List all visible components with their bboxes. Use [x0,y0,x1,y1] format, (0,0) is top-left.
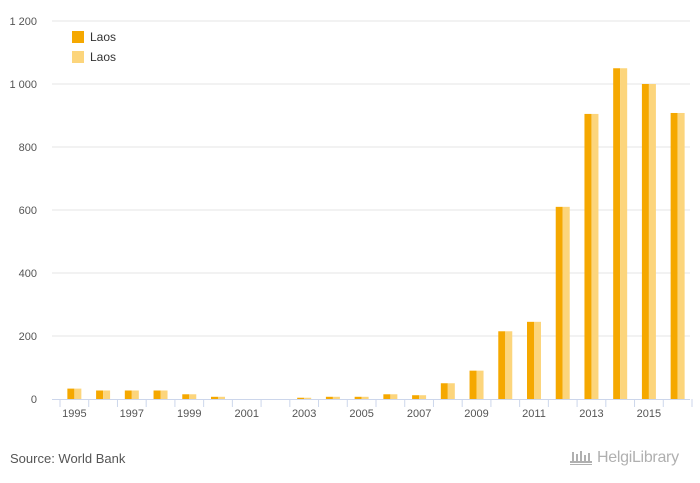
bar-1-1998[interactable] [153,390,161,399]
bar-2-2006[interactable] [390,394,398,399]
x-tick-label: 2011 [522,408,546,420]
x-tick-label: 1997 [120,408,144,420]
bar-2-2005[interactable] [361,396,369,399]
bar-2-2014[interactable] [620,68,628,399]
bar-2-2015[interactable] [648,84,656,399]
bars [67,68,685,400]
bar-2-1999[interactable] [189,394,197,399]
bar-2-2000[interactable] [218,396,225,399]
x-tick-label: 2001 [234,408,258,420]
x-axis: 1995 1997 1999 2001 2003 2005 2007 2009 2011 2013… [52,399,693,420]
x-tick-label: 2013 [579,408,603,420]
helgi-library-logo[interactable]: HelgiLibrary [569,449,679,467]
y-tick-label: 800 [19,142,37,154]
bar-1-2000[interactable] [211,396,218,399]
bar-1-1996[interactable] [96,390,104,399]
bar-1-1999[interactable] [182,394,190,399]
bar-1-2005[interactable] [354,396,362,399]
bar-2-1997[interactable] [131,390,139,399]
legend-label-2: Laos [90,50,117,64]
bar-1-2004[interactable] [325,396,333,399]
bar-2-2009[interactable] [476,370,484,399]
legend: Laos Laos [72,27,116,67]
bar-1-2010[interactable] [498,331,506,399]
x-tick-label: 2005 [349,408,373,420]
bar-2-1996[interactable] [103,390,111,399]
bar-1-2014[interactable] [613,68,621,399]
x-tick-label: 2009 [464,408,488,420]
bar-2-2016[interactable] [677,112,685,399]
bar-1-2009[interactable] [469,370,477,399]
y-tick-label: 0 [31,394,37,406]
bar-2-1995[interactable] [74,388,82,399]
y-axis: 0 200 400 600 800 1 000 1 200 [9,16,37,406]
bar-1-2003[interactable] [297,397,305,399]
legend-item-2[interactable]: Laos [72,47,116,67]
bar-1-1997[interactable] [124,390,132,399]
grid-lines [52,20,690,337]
x-tick-label: 1995 [62,408,86,420]
bar-2-2003[interactable] [304,397,312,399]
bar-1-2007[interactable] [412,395,420,399]
bar-1-2012[interactable] [555,206,563,399]
bar-1-1995[interactable] [67,388,75,399]
bar-1-2006[interactable] [383,394,391,399]
x-tick-label: 1999 [177,408,201,420]
bar-2-2007[interactable] [419,395,427,399]
library-logo-icon [570,451,592,465]
bar-2-1998[interactable] [160,390,168,399]
legend-swatch-2 [72,51,84,63]
bar-2-2010[interactable] [505,331,513,399]
bar-2-2008[interactable] [447,383,455,399]
x-tick-label: 2015 [637,408,661,420]
bar-2-2013[interactable] [591,113,599,400]
y-tick-label: 1 000 [9,79,37,91]
y-tick-label: 1 200 [9,16,37,28]
y-tick-label: 200 [19,331,37,343]
source-note: Source: World Bank [10,451,126,466]
y-tick-label: 400 [19,268,37,280]
bar-2-2004[interactable] [332,396,340,399]
x-tick-label: 2007 [407,408,431,420]
bar-1-2013[interactable] [584,113,592,400]
y-tick-label: 600 [19,205,37,217]
bar-1-2011[interactable] [527,321,534,399]
legend-swatch-1 [72,31,84,43]
bar-2-2011[interactable] [534,321,541,399]
x-tick-label: 2003 [292,408,316,420]
legend-item-1[interactable]: Laos [72,27,116,47]
bar-1-2008[interactable] [440,383,448,399]
legend-label-1: Laos [90,30,117,44]
logo-text: HelgiLibrary [597,449,679,466]
bar-1-2016[interactable] [670,112,678,399]
bar-2-2012[interactable] [562,206,570,399]
bar-1-2015[interactable] [641,84,649,399]
